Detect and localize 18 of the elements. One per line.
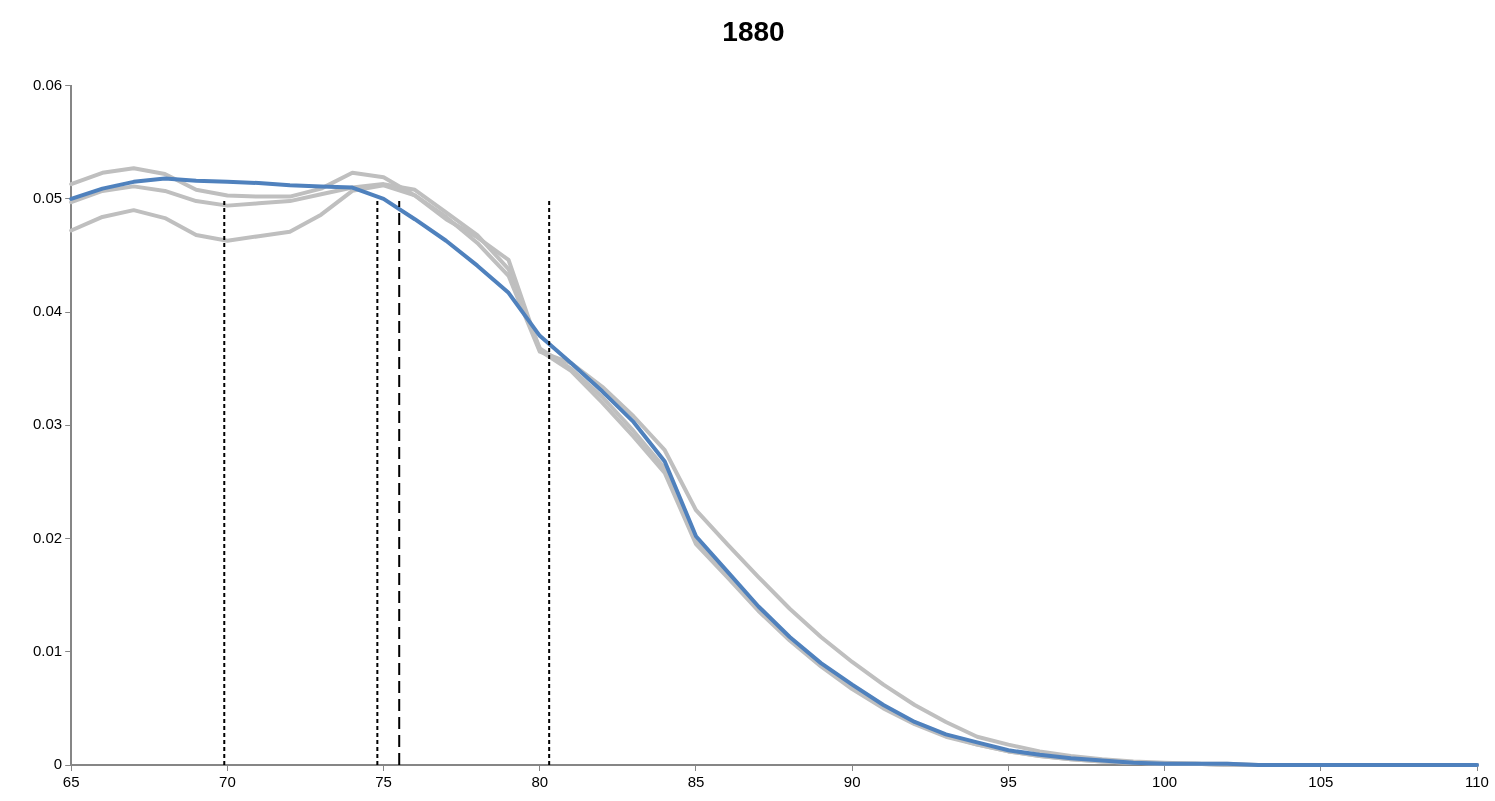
y-tick-label: 0.02 xyxy=(32,528,63,546)
chart-title: 1880 xyxy=(722,15,785,47)
y-tick-label: 0.06 xyxy=(32,75,63,93)
y-tick-label: 0 xyxy=(53,755,63,773)
x-tick-label: 75 xyxy=(375,773,392,791)
x-tick-label: 100 xyxy=(1152,773,1178,791)
y-tick-label: 0.05 xyxy=(32,188,63,206)
x-tick-label: 70 xyxy=(219,773,236,791)
x-tick-label: 95 xyxy=(1000,773,1017,791)
x-tick-label: 65 xyxy=(62,773,80,791)
y-tick-label: 0.01 xyxy=(32,641,63,659)
x-tick-label: 105 xyxy=(1308,773,1334,791)
x-tick-label: 85 xyxy=(687,773,705,791)
x-tick-label: 110 xyxy=(1465,773,1489,791)
x-tick-label: 80 xyxy=(531,773,549,791)
y-tick-label: 0.04 xyxy=(32,302,63,320)
y-tick-label: 0.03 xyxy=(32,415,63,433)
x-tick-label: 90 xyxy=(843,773,861,791)
